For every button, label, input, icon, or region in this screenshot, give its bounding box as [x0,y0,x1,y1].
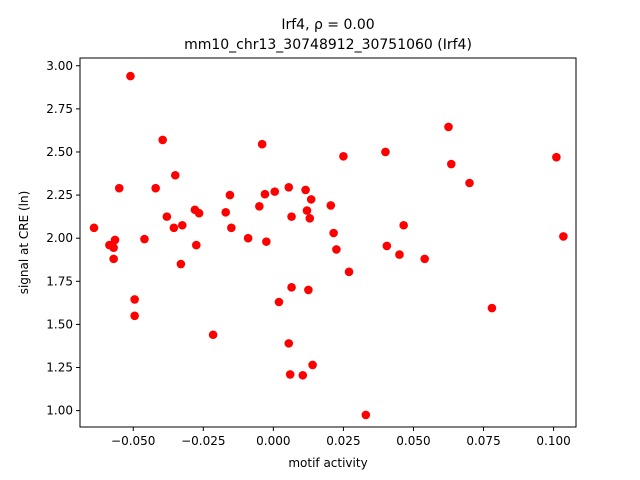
data-point [274,297,284,307]
data-point [191,240,201,250]
data-point [420,254,429,264]
data-point [306,195,316,204]
data-point [126,71,135,81]
data-point [302,206,312,215]
data-point [255,201,264,211]
data-point [559,232,568,241]
data-point [332,245,341,254]
y-axis: 1.00 1.25 1.50 1.75 2.00 2.25 2.50 2.75 3.00 [46,59,80,418]
chart-title-line1: Irf4, ρ = 0.00 [281,17,374,33]
data-point [176,259,186,269]
data-point [257,139,267,149]
x-tick-label: 0.000 [256,434,290,448]
data-point [109,243,118,252]
data-point [395,250,404,259]
x-tick-label: 0.025 [326,434,360,448]
data-point [444,122,453,132]
y-tick-label: 1.50 [46,317,73,331]
data-point [243,233,253,243]
data-point [140,234,149,244]
data-point [194,208,204,218]
x-axis-label: motif activity [288,456,367,470]
y-tick-label: 3.00 [46,59,73,73]
data-point [284,183,294,192]
data-point [287,283,296,292]
data-point [110,235,120,245]
data-point [326,201,336,210]
data-point [304,285,313,295]
data-point [382,241,392,251]
data-point [208,330,218,340]
data-point [130,311,139,321]
x-axis: −0.050 −0.025 0.000 0.025 0.050 0.075 0.100 [111,427,571,448]
data-point [162,212,172,221]
data-point [329,228,338,238]
y-tick-label: 2.50 [46,145,73,159]
data-point [285,370,295,379]
data-point [552,152,561,162]
data-point [260,189,270,199]
data-point [381,147,390,157]
data-point [305,214,315,223]
data-point [298,370,308,380]
x-tick-label: 0.050 [396,434,430,448]
y-tick-label: 1.75 [46,274,73,288]
x-tick-label: −0.050 [111,434,155,448]
data-point [114,183,124,193]
data-point [130,295,139,304]
x-tick-label: 0.075 [466,434,500,448]
data-point [399,220,408,230]
y-tick-label: 1.00 [46,404,73,418]
y-axis-label: signal at CRE (ln) [17,191,31,295]
data-point [89,223,99,233]
data-point [287,212,296,221]
y-tick-label: 2.25 [46,188,73,202]
y-tick-label: 2.00 [46,231,73,245]
data-point [465,178,474,188]
data-point [227,223,236,233]
data-point [169,223,179,233]
data-point [177,220,187,230]
data-point [339,151,348,161]
data-point [170,170,180,180]
data-points [89,71,568,420]
y-tick-label: 2.75 [46,102,73,116]
x-tick-label: 0.100 [536,434,570,448]
data-point [446,159,456,169]
data-point [109,254,118,264]
data-point [487,303,497,313]
data-point [284,339,294,348]
chart-title-line2: mm10_chr13_30748912_30751060 (Irf4) [184,37,472,53]
data-point [301,185,310,195]
data-point [151,183,160,193]
data-point [344,267,354,277]
plot-area-frame [79,57,577,428]
data-point [158,135,167,145]
data-point [361,410,371,420]
data-point [262,237,271,246]
data-point [225,190,235,200]
data-point [270,187,280,196]
data-point [308,360,317,370]
data-point [221,208,231,217]
y-tick-label: 1.25 [46,361,73,375]
x-tick-label: −0.025 [181,434,225,448]
